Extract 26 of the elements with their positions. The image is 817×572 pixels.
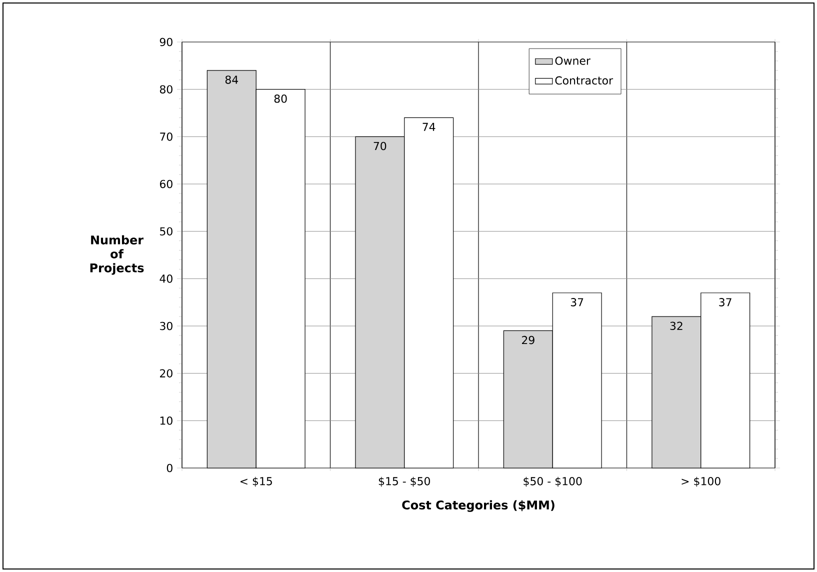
x-tick-label: < $15 bbox=[240, 476, 272, 487]
data-label: 37 bbox=[719, 298, 732, 306]
legend-label: Contractor bbox=[555, 76, 614, 85]
data-label: 74 bbox=[422, 122, 436, 131]
y-tick-label: 70 bbox=[160, 132, 172, 141]
y-tick-label: 30 bbox=[160, 322, 172, 330]
data-label: 70 bbox=[374, 142, 386, 150]
y-tick-label: 0 bbox=[166, 464, 172, 472]
y-tick-label: 60 bbox=[160, 180, 172, 188]
x-tick-label: > $100 bbox=[682, 476, 720, 487]
data-label: 29 bbox=[522, 336, 534, 344]
y-tick-label: 40 bbox=[160, 274, 172, 283]
data-label: 84 bbox=[225, 76, 238, 84]
y-tick-label: 90 bbox=[160, 38, 172, 46]
data-label: 37 bbox=[570, 298, 584, 306]
y-tick-label: 10 bbox=[160, 416, 172, 425]
y-tick-label: 20 bbox=[160, 369, 172, 378]
y-axis-title: Number of Projects bbox=[90, 235, 144, 275]
data-label: 80 bbox=[274, 94, 287, 103]
y-tick-label: 50 bbox=[160, 227, 172, 236]
x-tick-label: $15 - $50 bbox=[378, 476, 430, 487]
data-label: 32 bbox=[670, 322, 682, 330]
x-axis-title: Cost Categories ($MM) bbox=[402, 500, 554, 512]
y-tick-label: 80 bbox=[160, 85, 172, 94]
x-tick-label: $50 - $100 bbox=[524, 476, 582, 487]
legend-label: Owner bbox=[555, 56, 590, 65]
